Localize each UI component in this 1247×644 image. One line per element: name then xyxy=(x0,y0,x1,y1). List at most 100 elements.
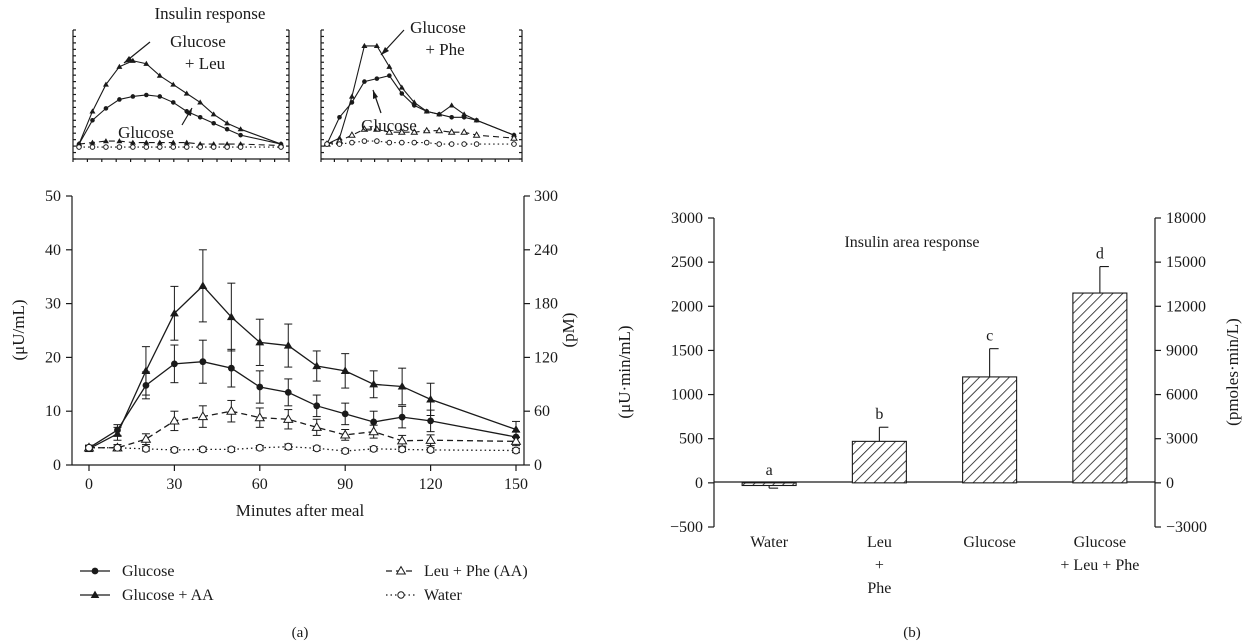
inset-point-phe xyxy=(385,128,394,135)
line-water xyxy=(89,446,517,452)
inset-point-leu xyxy=(89,139,96,145)
point-water xyxy=(284,442,293,451)
point-leu-phe-aa xyxy=(368,426,379,436)
inset-line-glucose xyxy=(78,94,282,145)
bar-letter-d: d xyxy=(1096,246,1104,263)
point-glucose xyxy=(171,360,178,368)
inset-point-glucose xyxy=(411,103,417,108)
bar-letter-a: a xyxy=(766,462,773,479)
bar-category-label-0-0: Water xyxy=(750,534,788,551)
point-glucose-aa xyxy=(169,308,179,317)
panel-b-bars: a Water b Leu + Phe c Glucose d Glucose + Leu + Ph… xyxy=(741,246,1139,597)
inset-point-water xyxy=(374,138,380,144)
inset-point-glucose xyxy=(436,112,442,117)
panel-b-y-tick-label-3000: 3000 xyxy=(671,210,703,227)
inset-point-leu xyxy=(143,139,150,145)
point-leu-phe-aa xyxy=(425,434,436,444)
series-glucose-aa xyxy=(84,249,521,453)
inset-left-label-bottom: Glucose xyxy=(118,123,174,142)
panel-a-ylabel: (μU/mL) xyxy=(9,299,28,360)
point-water xyxy=(170,446,179,454)
inset-point-glucose-phe xyxy=(386,63,393,69)
inset-point-glucose-phe xyxy=(361,42,368,48)
legend-item-leu-phe: Leu + Phe (AA) xyxy=(386,563,528,580)
bar-leu-phe xyxy=(851,440,907,484)
inset-point-water xyxy=(473,141,480,147)
legend-item-water: Water xyxy=(386,587,462,604)
line-glucose xyxy=(88,361,517,449)
inset-series-glucose-leu xyxy=(76,57,284,147)
inset-point-phe xyxy=(435,126,444,134)
bar-water xyxy=(741,482,797,487)
bar-category-label-1-2: Phe xyxy=(867,580,891,597)
inset-line-phe xyxy=(326,128,515,145)
point-leu-phe-aa xyxy=(282,413,294,423)
inset-point-glucose-leu xyxy=(224,120,231,126)
legend-item-glucose: Glucose xyxy=(80,563,174,580)
bar-group-1: b Leu + Phe xyxy=(851,406,907,597)
inset-point-water xyxy=(76,144,82,150)
panel-a-y-right-tick-label-60: 60 xyxy=(534,403,550,420)
inset-right-label-top-2: + Phe xyxy=(425,40,464,59)
inset-point-leu xyxy=(183,139,190,145)
inset-point-phe xyxy=(460,128,468,135)
point-water xyxy=(426,446,435,454)
inset-point-leu xyxy=(170,139,177,145)
point-glucose-aa xyxy=(369,379,379,388)
bar-glucose-leu-phe xyxy=(1072,292,1128,484)
point-leu-phe-aa xyxy=(339,429,351,439)
inset-point-water xyxy=(197,144,203,150)
point-water xyxy=(398,445,407,454)
inset-point-phe xyxy=(397,128,406,135)
inset-title: Insulin response xyxy=(155,4,266,23)
panel-a-ticks: 0 30 60 90 120 150 0 10 20 30 40 50 0 60 120 180 240 300 xyxy=(45,188,558,493)
bar-category-label-1-0: Leu xyxy=(867,534,892,551)
point-glucose xyxy=(313,402,321,410)
inset-point-glucose-leu xyxy=(129,57,136,63)
panel-a-y-tick-label-50: 50 xyxy=(45,188,61,205)
point-glucose-aa xyxy=(397,382,407,390)
point-glucose xyxy=(256,383,264,391)
inset-point-glucose-leu xyxy=(183,90,190,96)
bar-category-label-1-1: + xyxy=(875,557,884,574)
inset-point-glucose-phe xyxy=(348,93,355,99)
inset-point-phe xyxy=(447,128,456,135)
panel-b-ylabel-right: (pmoles·min/L) xyxy=(1223,318,1242,426)
line-leu-phe-aa xyxy=(89,410,517,449)
panel-b-y-tick-label-2000: 2000 xyxy=(671,298,703,315)
panel-b-y-tick-label-1000: 1000 xyxy=(671,387,703,404)
inset-point-glucose xyxy=(461,115,467,120)
panel-a: 0 30 60 90 120 15001020304050060120180240300 … xyxy=(9,188,578,520)
point-glucose-aa xyxy=(198,281,208,289)
panel-b-y-right-tick-label-9000: 9000 xyxy=(1166,342,1198,359)
inset-point-glucose-phe xyxy=(398,84,405,90)
inset-point-water xyxy=(349,139,355,146)
inset-left-label-top-1: Glucose xyxy=(170,32,226,51)
inset-left-series xyxy=(76,57,284,150)
line-glucose-aa xyxy=(88,284,517,450)
inset-point-glucose-leu xyxy=(210,111,217,117)
inset-point-water xyxy=(511,141,517,147)
bar-group-3: d Glucose + Leu + Phe xyxy=(1060,246,1139,574)
inset-right-arrowhead-top xyxy=(381,47,389,55)
inset-point-leu xyxy=(116,138,123,144)
panel-b-ticks: −500 0 500 1000 1500 2000 2500 3000 −3000 0 3000 60… xyxy=(670,210,1207,536)
inset-point-glucose xyxy=(424,109,430,114)
point-glucose xyxy=(227,364,235,372)
inset-point-glucose xyxy=(197,115,203,120)
panel-b-ylabel: (μU·min/mL) xyxy=(615,325,634,418)
inset-point-glucose-leu xyxy=(143,60,150,66)
point-glucose-aa xyxy=(511,425,521,433)
inset-line-glucose-phe xyxy=(326,45,515,145)
inset-point-water xyxy=(361,138,368,144)
inset-point-glucose-phe xyxy=(373,42,380,48)
point-glucose xyxy=(199,358,207,366)
inset-point-water xyxy=(237,144,244,150)
point-water xyxy=(113,443,122,452)
inset-left-arrowhead-top xyxy=(124,56,133,63)
panel-b-y-right-tick-label-6000: 6000 xyxy=(1166,387,1198,404)
inset-point-glucose xyxy=(130,94,136,99)
point-leu-phe-aa xyxy=(396,435,408,445)
inset-point-glucose xyxy=(224,126,230,132)
inset-point-water xyxy=(89,144,96,150)
